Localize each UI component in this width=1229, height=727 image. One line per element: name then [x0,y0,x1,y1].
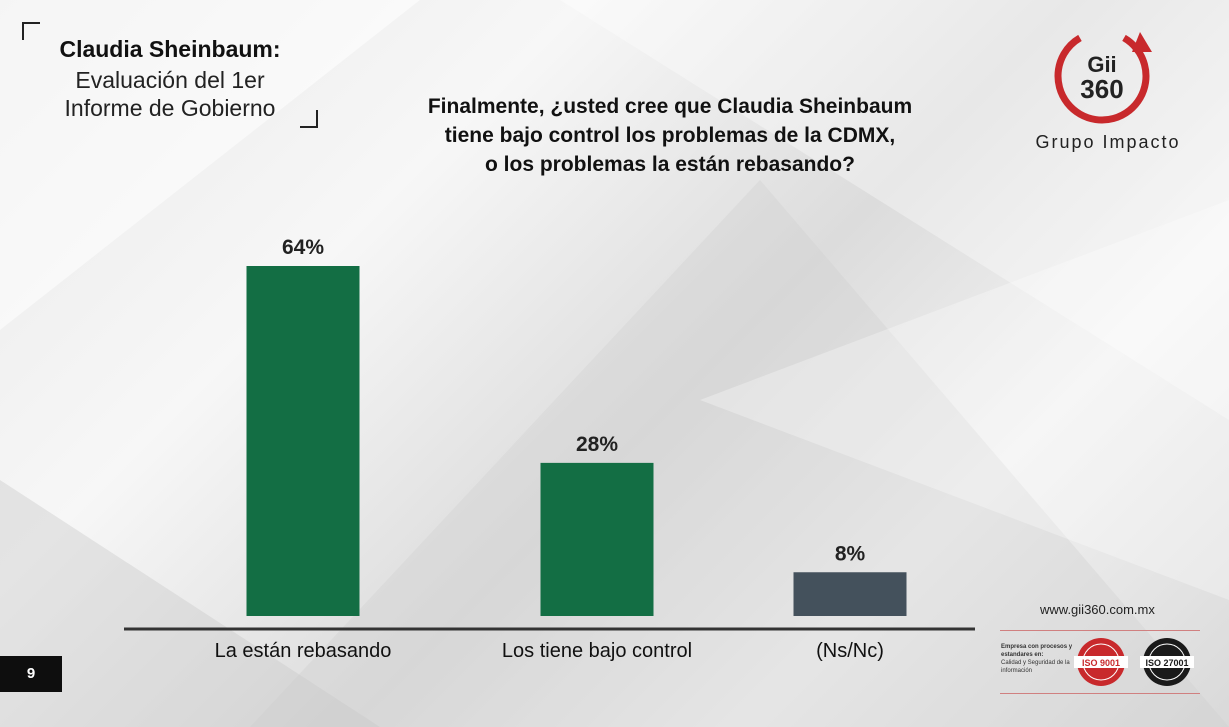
logo-mark-gii: Gii [1087,52,1116,77]
bar-3 [793,572,907,616]
category-label-2: Los tiene bajo control [502,640,692,662]
gii360-logo-icon: Gii 360 [1054,28,1152,124]
bar-1 [246,266,360,616]
certifications-block: Empresa con procesos y estandares en: Ca… [1000,630,1200,694]
question-line1: Finalmente, ¿usted cree que Claudia Shei… [427,95,913,118]
iso-27001-seal-icon: ISO 27001 [1140,638,1194,686]
data-label-2: 28% [576,433,618,456]
category-label-1: La están rebasando [215,640,392,662]
question-line3: o los problemas la están rebasando? [485,153,855,176]
page-number: 9 [0,656,62,692]
category-label-3: (Ns/Nc) [816,640,884,662]
logo-brand-name: Grupo Impacto [1035,132,1181,152]
corner-bracket-bottom-right [300,110,318,128]
deck-title-name: Claudia Sheinbaum: [59,36,281,62]
certifications-text: Empresa con procesos y estandares en: Ca… [1001,643,1081,675]
certifications-text-bold: Empresa con procesos y estandares en: [1001,644,1073,658]
survey-question: Finalmente, ¿usted cree que Claudia Shei… [360,92,980,179]
question-line2: tiene bajo control los problemas de la C… [444,124,896,147]
website-url[interactable]: www.gii360.com.mx [1040,602,1155,617]
iso-9001-seal-icon: ISO 9001 [1074,638,1128,686]
company-logo: Gii 360 Grupo Impacto [1035,22,1220,162]
bar-2 [540,462,654,616]
bar-group: 64% La están rebasando 28% Los tiene bajo c… [215,236,907,662]
corner-bracket-top-left [22,22,40,40]
logo-mark-360: 360 [1080,74,1123,104]
iso-27001-label: ISO 27001 [1145,658,1188,668]
deck-title-subtitle: Evaluación del 1er Informe de Gobierno [20,66,320,122]
deck-title-line2: Evaluación del 1er [75,67,265,93]
data-label-3: 8% [835,542,866,565]
deck-title: Claudia Sheinbaum: Evaluación del 1er In… [20,22,320,137]
data-label-1: 64% [282,236,324,259]
deck-title-line3: Informe de Gobierno [64,95,276,121]
certifications-text-body: Calidad y Seguridad de la información [1001,660,1070,674]
iso-9001-label: ISO 9001 [1082,658,1120,668]
